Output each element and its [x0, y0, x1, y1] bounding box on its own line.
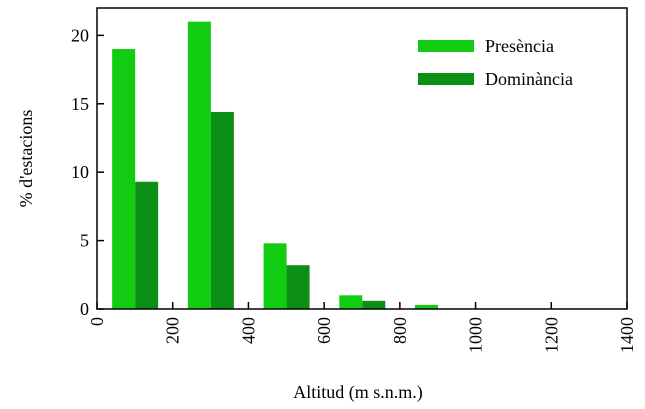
bar-dominancia-0 [135, 181, 159, 309]
x-tick-label: 400 [238, 317, 258, 344]
bar-presencia-3 [339, 295, 363, 309]
x-tick-label: 200 [163, 317, 183, 344]
bar-dominancia-1 [210, 111, 234, 310]
x-tick-label: 800 [390, 317, 410, 344]
plot-frame [96, 7, 628, 310]
bar-presencia-0 [112, 49, 136, 309]
bar-dominancia-3 [362, 300, 386, 309]
x-tick-label: 600 [314, 317, 334, 344]
y-tick-label: 10 [71, 162, 89, 182]
y-tick-label: 5 [80, 231, 89, 251]
bar-dominancia-2 [286, 265, 310, 309]
legend-label-dominancia: Dominància [485, 69, 573, 89]
legend-swatch-dominancia [418, 73, 474, 85]
bar-presencia-1 [187, 21, 211, 309]
y-tick-label: 20 [71, 25, 89, 45]
x-tick-label: 1000 [466, 317, 486, 353]
bar-presencia-2 [263, 243, 287, 309]
y-tick-label: 15 [71, 94, 89, 114]
y-axis-title: % d'estacions [16, 110, 36, 208]
bar-presencia-4 [415, 304, 438, 309]
legend: Presència Dominància [418, 36, 573, 89]
y-tick-label: 0 [80, 299, 89, 319]
x-tick-label: 0 [87, 317, 107, 326]
x-tick-label: 1400 [617, 317, 637, 353]
bars-layer [112, 21, 438, 310]
x-tick-label: 1200 [541, 317, 561, 353]
legend-label-presencia: Presència [485, 36, 554, 56]
x-axis-title: Altitud (m s.n.m.) [293, 382, 423, 403]
legend-swatch-presencia [418, 40, 474, 52]
